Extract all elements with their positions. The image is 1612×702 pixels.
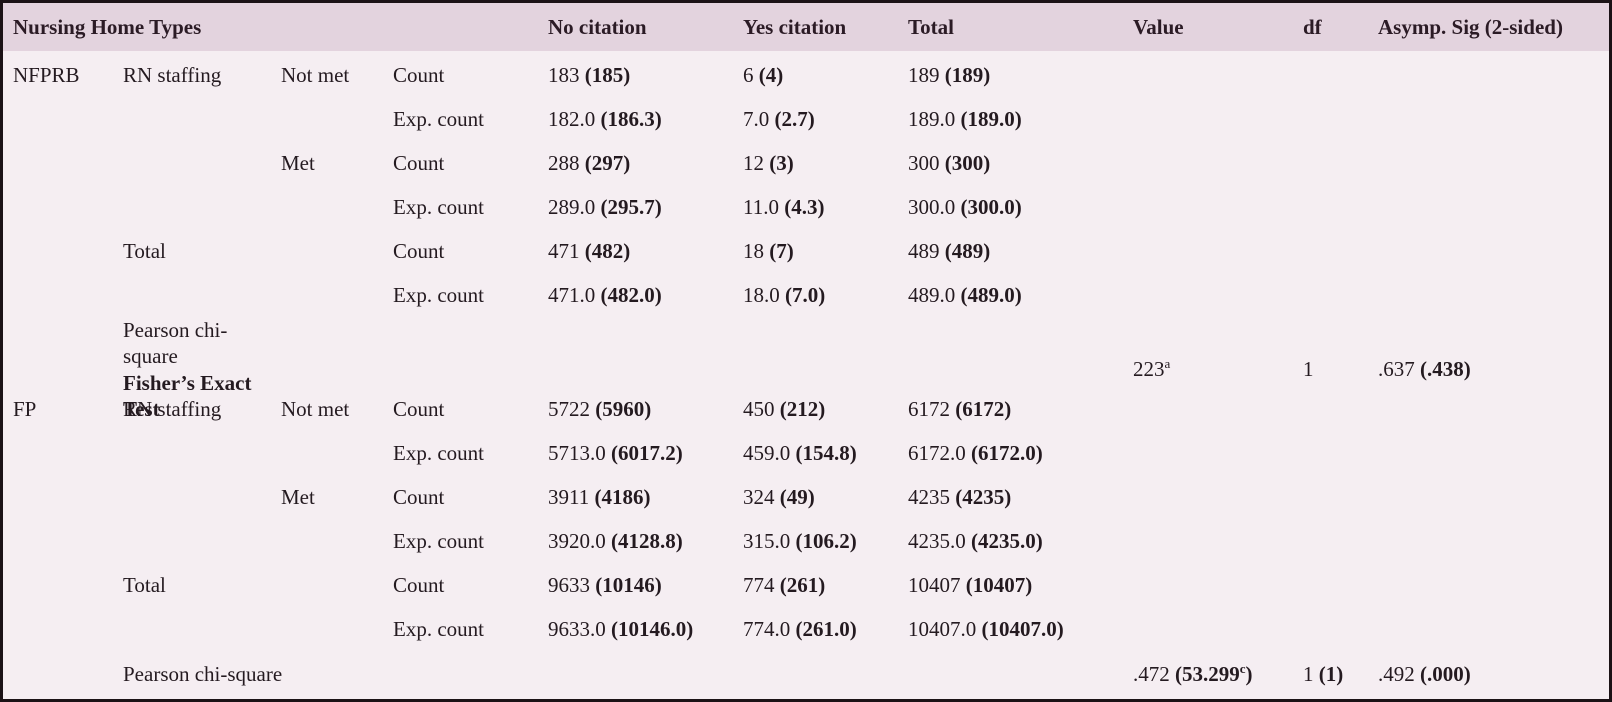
cell-yes-citation: 315.0 (106.2) [743,528,857,553]
cell-row-label: Total [123,238,166,263]
cell-total: 300 (300) [908,150,991,175]
cell-yes-citation: 12 (3) [743,150,794,175]
cell-no-citation: 289.0 (295.7) [548,194,662,219]
header-no-citation: No citation [548,14,647,39]
header-total: Total [908,14,954,39]
cell-total: 4235 (4235) [908,484,1012,509]
table-row: Exp. count 9633.0 (10146.0) 774.0 (261.0) 1… [3,607,1609,651]
cell-condition: Not met [281,62,350,87]
table-row: Exp. count 5713.0 (6017.2) 459.0 (154.8) 61… [3,431,1609,475]
cell-yes-citation: 774.0 (261.0) [743,616,857,641]
cell-df: 1 [1303,357,1314,382]
header-nursing-home-types: Nursing Home Types [13,14,202,39]
cell-value: .472 (53.299c) [1133,660,1253,686]
table-row: FP RN staffing Not met Count 5722 (5960) 450 … [3,387,1609,431]
header-value: Value [1133,14,1184,39]
table-row: Pearson chi-square .472 (53.299c) 1 (1) .49… [3,651,1609,697]
cell-condition: Met [281,484,315,509]
cell-df: 1 (1) [1303,661,1344,686]
cell-statistic: Count [393,572,445,597]
cell-no-citation: 5713.0 (6017.2) [548,440,683,465]
cell-total: 189 (189) [908,62,991,87]
cell-yes-citation: 7.0 (2.7) [743,106,815,131]
cell-yes-citation: 18 (7) [743,238,794,263]
cell-statistic: Count [393,62,445,87]
cell-yes-citation: 450 (212) [743,396,826,421]
cell-row-label: RN staffing [123,396,222,421]
table-row: Total Count 9633 (10146) 774 (261) 10407 (10… [3,563,1609,607]
cell-statistic: Exp. count [393,194,484,219]
cell-asymp-sig: .637 (.438) [1378,357,1471,382]
cell-total: 10407 (10407) [908,572,1033,597]
cell-total: 489 (489) [908,238,991,263]
cell-no-citation: 5722 (5960) [548,396,652,421]
cell-statistic: Exp. count [393,282,484,307]
cell-row-label: Pearson chi-square [123,661,283,686]
cell-total: 300.0 (300.0) [908,194,1022,219]
table-row: Met Count 3911 (4186) 324 (49) 4235 (4235) [3,475,1609,519]
cell-row-label: RN staffing [123,62,222,87]
cell-yes-citation: 6 (4) [743,62,784,87]
cell-yes-citation: 459.0 (154.8) [743,440,857,465]
cell-asymp-sig: .492 (.000) [1378,661,1471,686]
table-row: Pearson chi-square Fisher’s Exact Test 223… [3,317,1609,421]
cell-statistic: Count [393,396,445,421]
cell-yes-citation: 11.0 (4.3) [743,194,825,219]
table-row: Exp. count 289.0 (295.7) 11.0 (4.3) 300.0 (… [3,185,1609,229]
header-asymp-sig: Asymp. Sig (2-sided) [1378,14,1563,39]
cell-statistic: Exp. count [393,616,484,641]
table-row: Exp. count 182.0 (186.3) 7.0 (2.7) 189.0 (1… [3,97,1609,141]
cell-no-citation: 9633 (10146) [548,572,662,597]
cell-value: 223a [1133,356,1171,382]
header-df: df [1303,14,1322,39]
table-row: Exp. count 471.0 (482.0) 18.0 (7.0) 489.0 (… [3,273,1609,317]
cell-statistic: Count [393,484,445,509]
cell-statistic: Exp. count [393,440,484,465]
table-row: Total Count 471 (482) 18 (7) 489 (489) [3,229,1609,273]
cell-no-citation: 471 (482) [548,238,631,263]
cell-statistic: Exp. count [393,528,484,553]
cell-group: NFPRB [13,62,80,87]
cell-row-label-second-line: Fisher’s Exact Test [123,370,252,421]
cell-yes-citation: 774 (261) [743,572,826,597]
cell-no-citation: 9633.0 (10146.0) [548,616,694,641]
cell-no-citation: 183 (185) [548,62,631,87]
cell-total: 10407.0 (10407.0) [908,616,1064,641]
cell-yes-citation: 324 (49) [743,484,815,509]
cell-total: 189.0 (189.0) [908,106,1022,131]
table-row: NFPRB RN staffing Not met Count 183 (185) 6 (… [3,53,1609,97]
cell-total: 6172 (6172) [908,396,1012,421]
cell-group: FP [13,396,37,421]
cell-total: 6172.0 (6172.0) [908,440,1043,465]
cell-no-citation: 182.0 (186.3) [548,106,662,131]
cell-yes-citation: 18.0 (7.0) [743,282,826,307]
cell-row-label: Pearson chi-square Fisher’s Exact Test [123,317,281,422]
cell-no-citation: 3920.0 (4128.8) [548,528,683,553]
cell-row-label: Total [123,572,166,597]
table-row: Met Count 288 (297) 12 (3) 300 (300) [3,141,1609,185]
cell-total: 4235.0 (4235.0) [908,528,1043,553]
cell-statistic: Exp. count [393,106,484,131]
cell-no-citation: 288 (297) [548,150,631,175]
cell-condition: Not met [281,396,350,421]
cell-total: 489.0 (489.0) [908,282,1022,307]
table-row: Exp. count 3920.0 (4128.8) 315.0 (106.2) 42… [3,519,1609,563]
cell-statistic: Count [393,150,445,175]
cell-no-citation: 3911 (4186) [548,484,651,509]
table-body: NFPRB RN staffing Not met Count 183 (185) 6 (… [3,51,1609,697]
cell-no-citation: 471.0 (482.0) [548,282,662,307]
header-yes-citation: Yes citation [743,14,847,39]
table-header-row: Nursing Home Types No citation Yes citat… [3,3,1609,51]
cell-statistic: Count [393,238,445,263]
cell-condition: Met [281,150,315,175]
